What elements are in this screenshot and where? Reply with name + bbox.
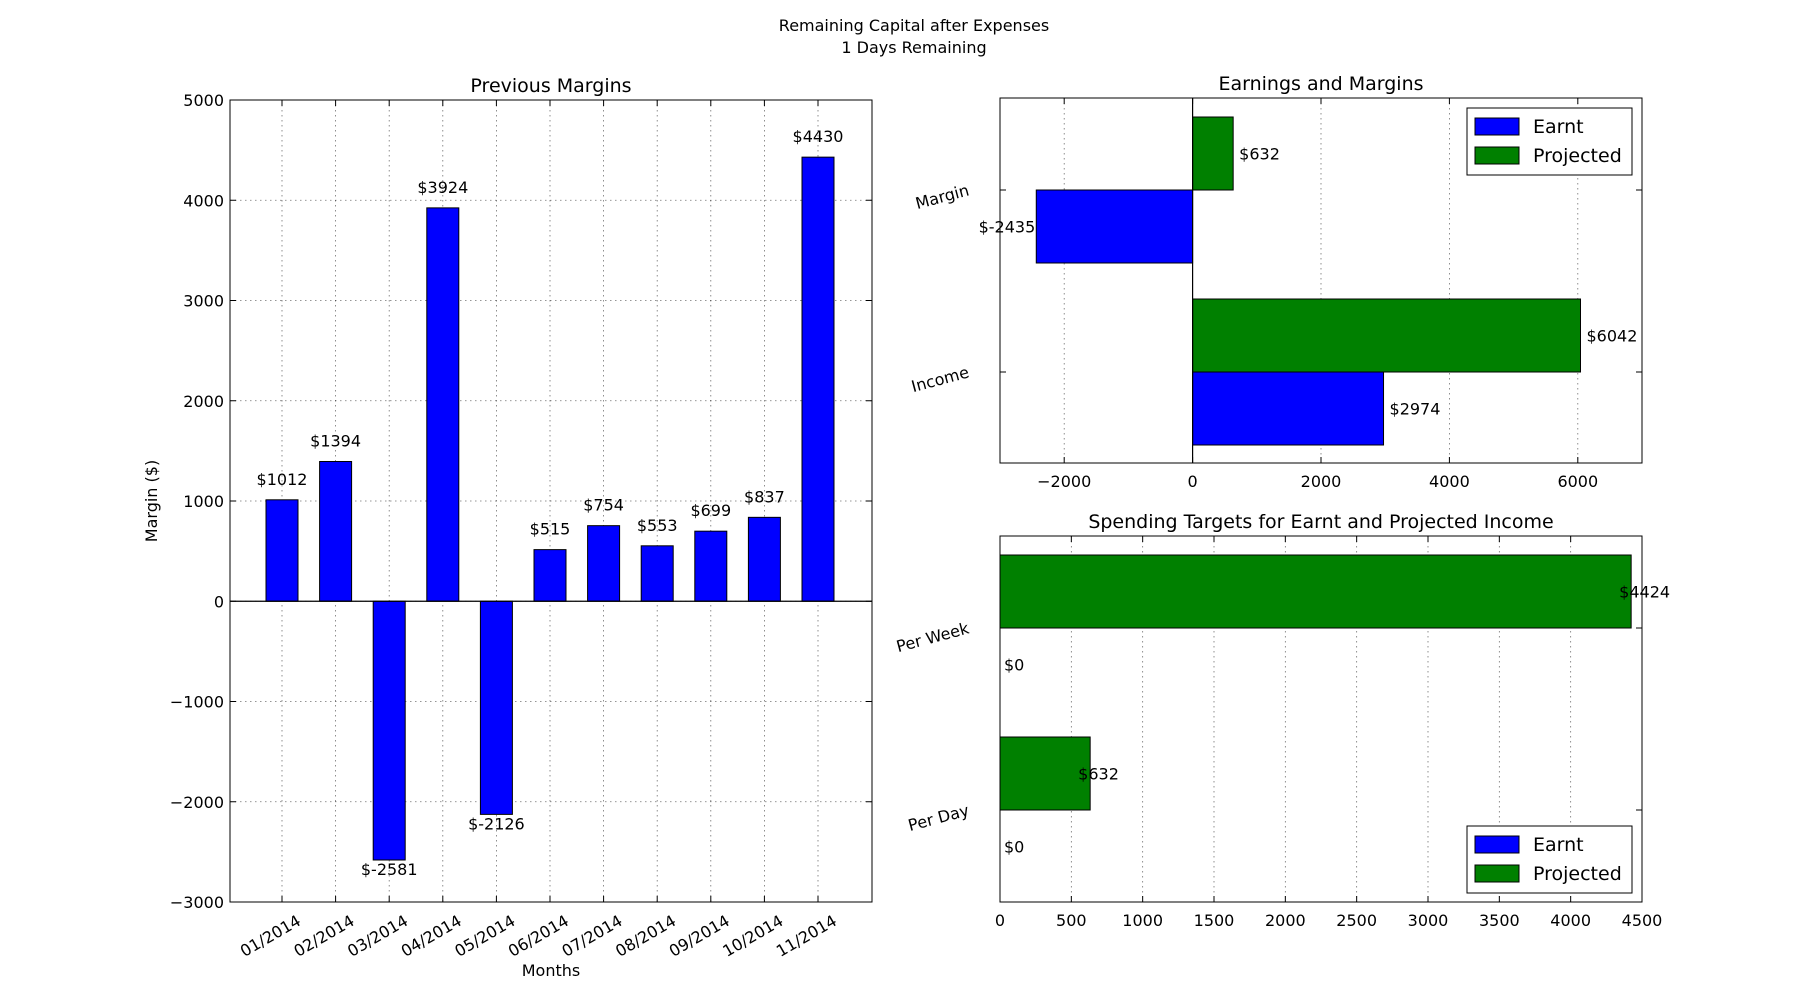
- bar-value-label: $4430: [793, 127, 844, 146]
- earnings-and-margins-chart: Earnings and Margins −2000 0 2000 4000 6000 In…: [909, 73, 1643, 491]
- x-tick-label: 07/2014: [559, 911, 626, 961]
- x-tick-label: 4000: [1550, 911, 1591, 930]
- bar-projected: [1192, 298, 1581, 373]
- bar-value-label: $837: [744, 487, 785, 506]
- x-tick-label: 1500: [1194, 911, 1235, 930]
- bar: [587, 525, 621, 602]
- spending-targets-chart: Spending Targets for Earnt and Projected…: [894, 511, 1670, 930]
- bar-value-label: $0: [1004, 656, 1024, 675]
- bar-value-label: $3924: [417, 178, 468, 197]
- y-tick-label: 2000: [183, 392, 224, 411]
- y-tick-label: 4000: [183, 191, 224, 210]
- bar-value-label: $515: [530, 520, 571, 539]
- y-tick-label: Margin: [913, 181, 971, 213]
- x-tick-label: 08/2014: [612, 911, 679, 961]
- bar-value-label: $553: [637, 516, 678, 535]
- bar-value-label: $699: [690, 501, 731, 520]
- bar-projected: [999, 736, 1091, 811]
- x-tick-label: 2000: [1301, 472, 1342, 491]
- bar-value-label: $1012: [257, 470, 308, 489]
- bar-value-label: $-2581: [361, 860, 418, 879]
- y-axis-label: Margin ($): [142, 460, 161, 542]
- earnings-and-margins-title: Earnings and Margins: [1218, 73, 1423, 95]
- y-tick-label: Per Day: [906, 801, 971, 835]
- legend-swatch-earnt: [1474, 835, 1520, 854]
- x-tick-label: 2000: [1265, 911, 1306, 930]
- y-tick-label: −3000: [170, 893, 224, 912]
- x-tick-label: 4500: [1622, 911, 1663, 930]
- previous-margins-title: Previous Margins: [470, 75, 631, 97]
- bar-earnt: [1192, 371, 1385, 446]
- bar-value-label: $4424: [1619, 583, 1670, 602]
- legend-label-projected: Projected: [1533, 145, 1622, 167]
- legend-label-earnt: Earnt: [1533, 116, 1584, 138]
- bar: [426, 207, 460, 602]
- plot-frame: [229, 99, 873, 903]
- bar-value-label: $-2126: [468, 814, 525, 833]
- x-tick-label: 04/2014: [398, 911, 465, 961]
- bar-value-label: $632: [1239, 145, 1280, 164]
- bar-value-label: $0: [1004, 838, 1024, 857]
- x-tick-label: 0: [995, 911, 1005, 930]
- legend-label-projected: Projected: [1533, 863, 1622, 885]
- y-tick-label: Income: [909, 363, 971, 397]
- bar-value-label: $1394: [310, 432, 361, 451]
- legend-swatch-projected: [1474, 146, 1520, 165]
- y-tick-label: −2000: [170, 793, 224, 812]
- x-tick-label: 6000: [1557, 472, 1598, 491]
- y-tick-label: Per Week: [894, 618, 972, 656]
- bar: [640, 545, 674, 602]
- y-tick-label: 5000: [183, 91, 224, 110]
- previous-margins-chart: Previous Margins −3000 −2000 −1000 0 1000 2000…: [142, 75, 873, 980]
- figure-suptitle-line1: Remaining Capital after Expenses: [779, 16, 1049, 35]
- bar-value-label: $-2435: [979, 218, 1036, 237]
- x-tick-label: 3000: [1408, 911, 1449, 930]
- bar: [372, 600, 406, 861]
- x-tick-label: 4000: [1429, 472, 1470, 491]
- bar-projected: [999, 554, 1632, 629]
- x-tick-label: 02/2014: [291, 911, 358, 961]
- x-tick-label: 11/2014: [773, 911, 840, 961]
- legend-swatch-projected: [1474, 864, 1520, 883]
- x-tick-label: 10/2014: [719, 911, 786, 961]
- x-tick-label: −2000: [1037, 472, 1091, 491]
- y-tick-label: 0: [214, 592, 224, 611]
- bar-value-label: $754: [583, 496, 624, 515]
- x-tick-label: 1000: [1122, 911, 1163, 930]
- bar-projected: [1192, 116, 1234, 191]
- bar: [747, 516, 781, 602]
- x-tick-label: 2500: [1336, 911, 1377, 930]
- plot-frame: [999, 97, 1643, 464]
- legend-label-earnt: Earnt: [1533, 834, 1584, 856]
- x-tick-label: 01/2014: [237, 911, 304, 961]
- bar: [801, 156, 835, 602]
- x-axis-label: Months: [522, 961, 580, 980]
- y-tick-label: 1000: [183, 492, 224, 511]
- bar: [319, 461, 353, 602]
- bar-value-label: $632: [1078, 765, 1119, 784]
- bar: [479, 600, 513, 815]
- x-tick-label: 500: [1056, 911, 1087, 930]
- bar-value-label: $2974: [1390, 400, 1441, 419]
- x-tick-label: 03/2014: [344, 911, 411, 961]
- bar: [265, 499, 299, 602]
- bar: [533, 549, 567, 602]
- x-tick-label: 3500: [1479, 911, 1520, 930]
- x-tick-label: 05/2014: [451, 911, 518, 961]
- figure-suptitle-line2: 1 Days Remaining: [841, 38, 986, 57]
- spending-targets-title: Spending Targets for Earnt and Projected…: [1088, 511, 1553, 533]
- bar-earnt: [1035, 189, 1194, 264]
- y-tick-label: −1000: [170, 693, 224, 712]
- x-tick-label: 06/2014: [505, 911, 572, 961]
- bar-value-label: $6042: [1586, 327, 1637, 346]
- bar: [694, 530, 728, 602]
- x-tick-label: 09/2014: [666, 911, 733, 961]
- x-tick-label: 0: [1188, 472, 1198, 491]
- legend-swatch-earnt: [1474, 117, 1520, 136]
- y-tick-label: 3000: [183, 292, 224, 311]
- plot-frame: [999, 535, 1643, 903]
